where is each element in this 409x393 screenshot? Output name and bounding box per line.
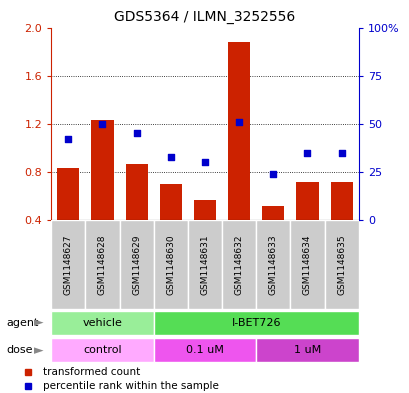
Bar — [91, 120, 113, 220]
Text: GSM1148628: GSM1148628 — [98, 234, 107, 294]
Text: agent: agent — [6, 318, 38, 328]
Point — [99, 121, 106, 127]
Text: GSM1148635: GSM1148635 — [336, 234, 345, 295]
Bar — [330, 182, 352, 220]
Text: GSM1148633: GSM1148633 — [268, 234, 277, 295]
Bar — [296, 182, 318, 220]
Text: GSM1148631: GSM1148631 — [200, 234, 209, 295]
Text: 0.1 uM: 0.1 uM — [186, 345, 223, 355]
Point — [133, 130, 139, 136]
Bar — [153, 338, 256, 362]
Bar — [227, 42, 249, 220]
Text: GSM1148627: GSM1148627 — [64, 234, 73, 294]
Text: ►: ► — [34, 316, 44, 329]
Bar — [290, 220, 324, 309]
Bar — [153, 310, 358, 335]
Point — [201, 159, 208, 165]
Bar — [256, 220, 290, 309]
Point — [235, 119, 242, 125]
Text: dose: dose — [6, 345, 33, 355]
Bar — [51, 310, 153, 335]
Text: control: control — [83, 345, 121, 355]
Bar — [57, 168, 79, 220]
Text: GSM1148630: GSM1148630 — [166, 234, 175, 295]
Text: GSM1148629: GSM1148629 — [132, 234, 141, 294]
Text: I-BET726: I-BET726 — [231, 318, 280, 328]
Text: vehicle: vehicle — [82, 318, 122, 328]
Bar — [119, 220, 153, 309]
Point — [270, 171, 276, 177]
Text: GSM1148634: GSM1148634 — [302, 234, 311, 294]
Bar — [153, 220, 187, 309]
Bar — [160, 184, 182, 220]
Text: percentile rank within the sample: percentile rank within the sample — [43, 381, 218, 391]
Bar — [85, 220, 119, 309]
Bar — [262, 206, 284, 220]
Bar — [324, 220, 358, 309]
Bar — [193, 200, 216, 220]
Bar — [51, 338, 153, 362]
Text: 1 uM: 1 uM — [293, 345, 320, 355]
Point — [337, 149, 344, 156]
Bar — [125, 163, 147, 220]
Bar — [187, 220, 222, 309]
Bar — [222, 220, 256, 309]
Text: GSM1148632: GSM1148632 — [234, 234, 243, 294]
Point — [167, 153, 174, 160]
Point — [303, 149, 310, 156]
Text: GDS5364 / ILMN_3252556: GDS5364 / ILMN_3252556 — [114, 10, 295, 24]
Text: ►: ► — [34, 343, 44, 357]
Bar — [256, 338, 358, 362]
Bar — [51, 220, 85, 309]
Text: transformed count: transformed count — [43, 367, 139, 377]
Point — [65, 136, 72, 142]
